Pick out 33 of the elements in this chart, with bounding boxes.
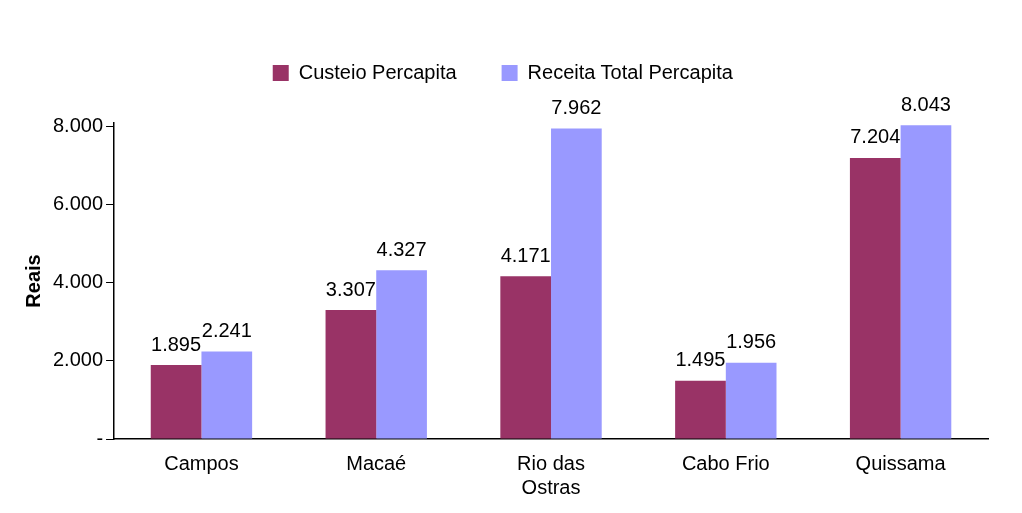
legend-label: Receita Total Percapita [527, 60, 734, 83]
x-tick-label: Quissama [855, 451, 947, 474]
bar [551, 128, 602, 439]
bar [675, 380, 726, 439]
bar [150, 365, 202, 439]
bar [376, 270, 427, 439]
data-label: 1.895 [151, 332, 202, 355]
x-tick-label: Rio das Ostras [517, 451, 585, 498]
data-label: 4.327 [376, 237, 427, 260]
data-label: 7.204 [850, 125, 901, 148]
legend-label: Custeio Percapita [298, 60, 458, 83]
y-tick-label: 4.000 [52, 270, 104, 293]
data-label: 2.241 [201, 319, 252, 342]
bar [201, 351, 253, 439]
bar [849, 157, 901, 439]
bar [725, 362, 777, 439]
bar [325, 309, 377, 439]
data-label: 3.307 [325, 277, 376, 300]
y-tick-label: - [96, 426, 104, 449]
data-label: 1.956 [726, 330, 777, 353]
y-axis-title: Reais [21, 254, 44, 308]
data-label: 7.962 [551, 95, 602, 118]
data-label: 4.171 [500, 243, 551, 266]
x-tick-label: Cabo Frio [681, 451, 770, 474]
bar [900, 125, 952, 439]
bar [500, 276, 552, 439]
data-label: 1.495 [675, 348, 726, 371]
data-label: 8.043 [900, 92, 951, 115]
y-tick-label: 8.000 [52, 114, 104, 137]
y-tick-label: 2.000 [52, 348, 104, 371]
y-tick-label: 6.000 [52, 192, 104, 215]
x-tick-label: Macaé [346, 451, 407, 474]
x-tick-label: Campos [164, 451, 239, 474]
